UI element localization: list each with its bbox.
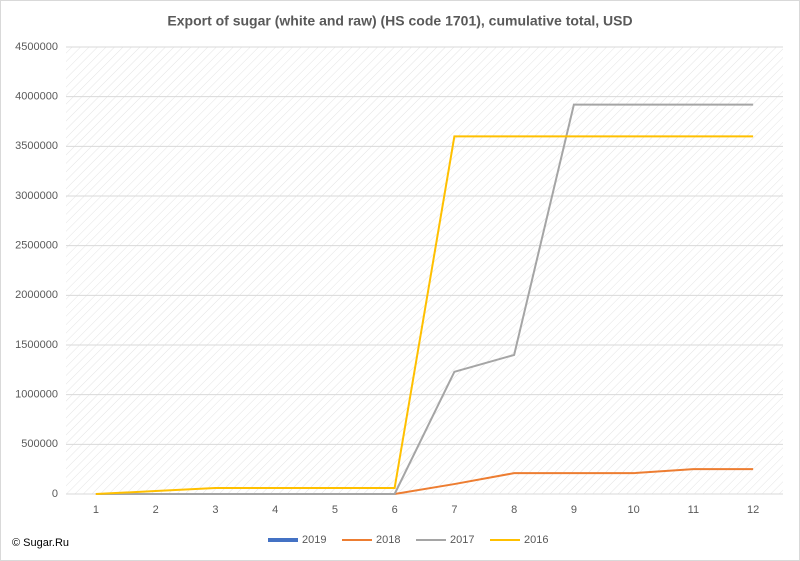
y-tick-label: 500000: [21, 438, 58, 450]
x-tick-label: 6: [392, 504, 398, 516]
x-tick-label: 11: [688, 504, 699, 516]
x-tick-label: 12: [747, 504, 759, 516]
x-tick-label: 9: [571, 504, 577, 516]
plot-area: [66, 47, 783, 494]
copyright: © Sugar.Ru: [12, 537, 69, 549]
legend-label: 2017: [450, 534, 474, 546]
x-tick-label: 2: [153, 504, 159, 516]
legend-label: 2016: [524, 534, 548, 546]
y-tick-label: 0: [52, 488, 58, 500]
x-tick-label: 4: [272, 504, 278, 516]
series-line: [95, 135, 754, 495]
y-tick-label: 4500000: [15, 41, 58, 53]
y-tick-label: 2000000: [15, 289, 58, 301]
y-tick-label: 1000000: [15, 389, 58, 401]
legend-swatch: [268, 538, 298, 542]
legend-label: 2019: [302, 534, 326, 546]
x-tick-label: 7: [451, 504, 457, 516]
y-tick-label: 4000000: [15, 91, 58, 103]
x-tick-label: 3: [212, 504, 218, 516]
legend-label: 2018: [376, 534, 400, 546]
x-tick-label: 8: [511, 504, 517, 516]
y-tick-label: 3000000: [15, 190, 58, 202]
y-tick-label: 3500000: [15, 140, 58, 152]
x-tick-label: 5: [332, 504, 338, 516]
y-tick-label: 2500000: [15, 240, 58, 252]
series-line: [95, 103, 754, 495]
chart-title: Export of sugar (white and raw) (HS code…: [167, 13, 632, 29]
x-tick-label: 1: [93, 504, 99, 516]
y-tick-label: 1500000: [15, 339, 58, 351]
x-tick-label: 10: [628, 504, 640, 516]
